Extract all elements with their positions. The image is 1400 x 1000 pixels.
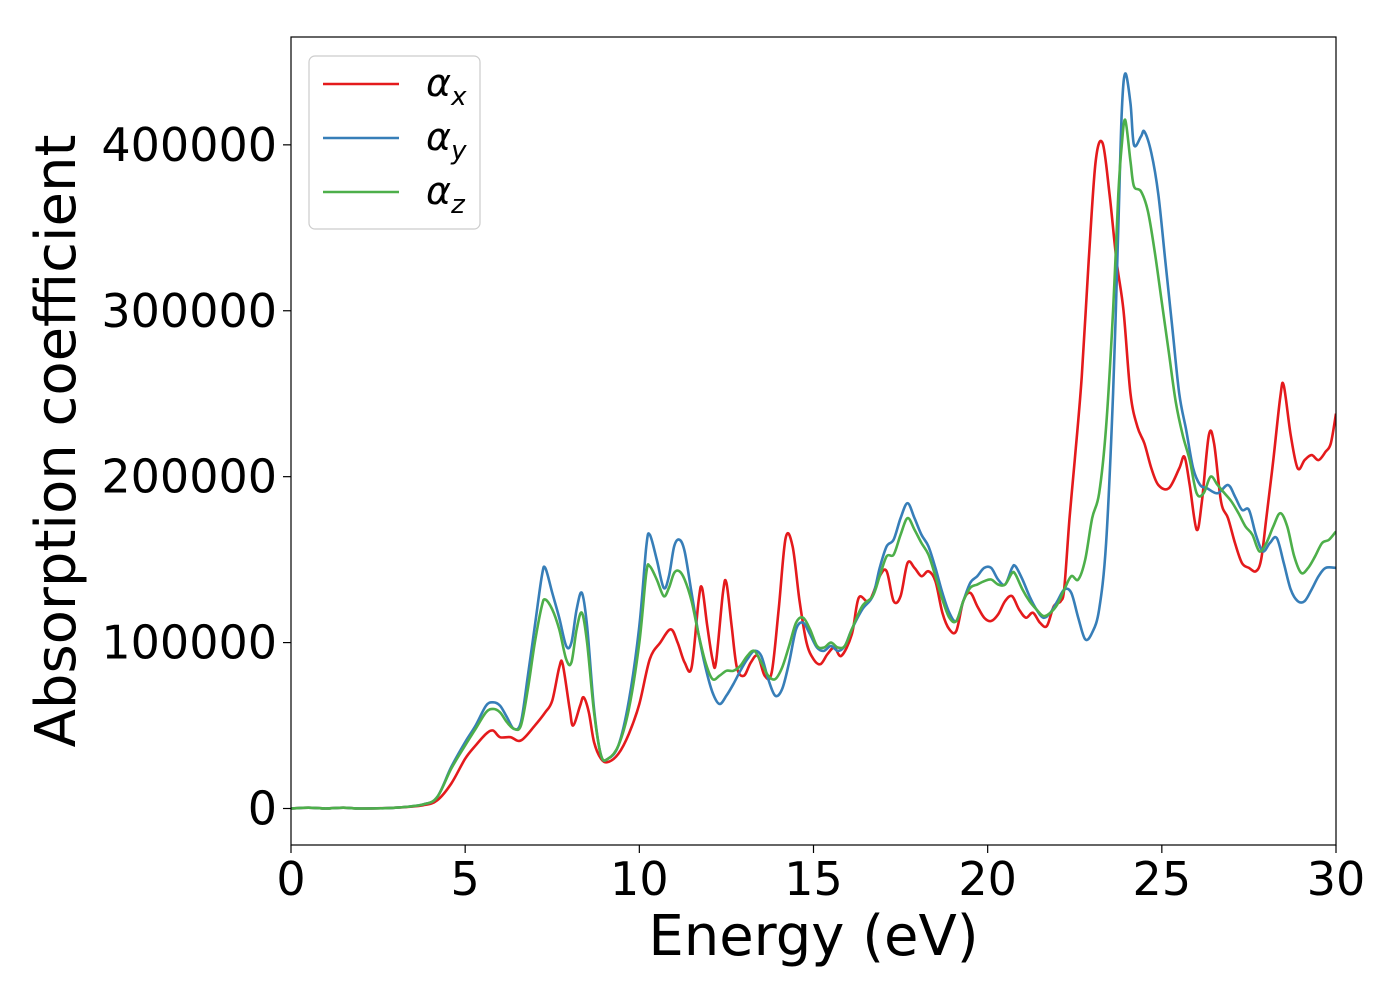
series-line-x: [291, 139, 1336, 810]
y-tick-label: 300000: [101, 284, 277, 338]
series-layer: [291, 72, 1336, 810]
legend-symbol: α: [426, 169, 451, 213]
x-tick-label: 0: [276, 852, 305, 906]
x-tick-label: 20: [958, 852, 1017, 906]
x-tick-label: 30: [1307, 852, 1366, 906]
x-axis-title: Energy (eV): [648, 904, 978, 969]
legend-subscript: z: [450, 190, 466, 220]
legend-symbol: α: [426, 61, 451, 105]
legend-box: [308, 55, 481, 230]
legend-label-z: αz: [426, 169, 466, 220]
x-tick-label: 10: [610, 852, 669, 906]
legend-subscript: y: [450, 136, 467, 166]
legend-label-y: αy: [426, 115, 467, 166]
x-tick-label: 15: [784, 852, 843, 906]
x-tick-label: 25: [1133, 852, 1192, 906]
x-axis: 0 5 10 15 20 25 30: [276, 845, 1365, 906]
y-axis: 0 100000 200000 300000 400000: [101, 118, 291, 835]
y-tick-label: 200000: [101, 450, 277, 504]
series-line-y: [291, 72, 1336, 810]
series-line-z: [291, 118, 1336, 810]
y-tick-label: 0: [248, 781, 277, 835]
y-tick-label: 100000: [101, 616, 277, 670]
y-tick-label: 400000: [101, 118, 277, 172]
legend-label-x: αx: [426, 61, 467, 112]
y-axis-title: Absorption coefficient: [24, 135, 89, 748]
legend-subscript: x: [450, 82, 467, 112]
legend-symbol: α: [426, 115, 451, 159]
x-tick-label: 5: [451, 852, 480, 906]
